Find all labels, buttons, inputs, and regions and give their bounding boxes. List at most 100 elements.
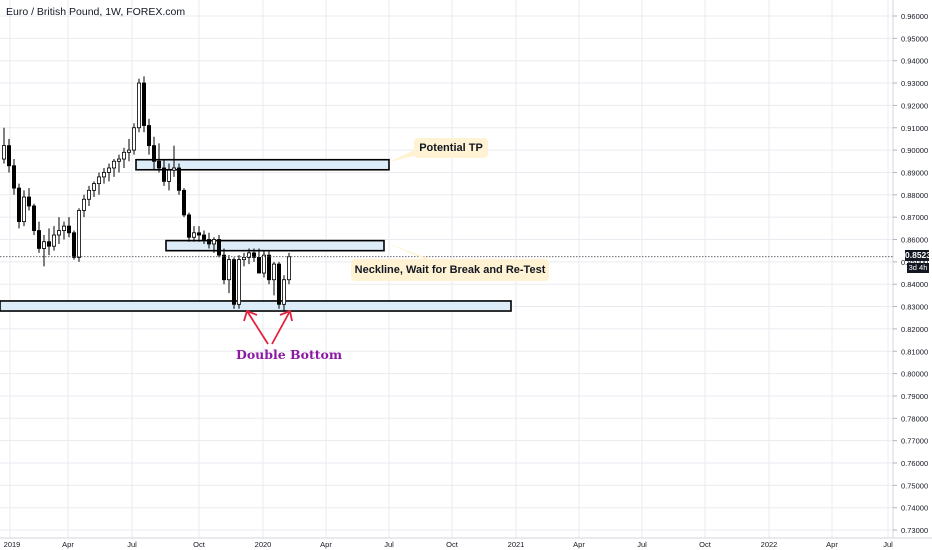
bullish-candle [261,250,266,278]
bullish-candle [246,248,251,265]
y-tick-label: 0.88000 [901,191,928,200]
candle-body [112,160,117,169]
bearish-candle [256,248,261,274]
candle-body [241,256,246,261]
candle-body [87,189,92,200]
time-axis[interactable]: 2019 Apr Jul Oct 2020 Apr Jul Oct 2021 Apr Jul Oct 2… [0,537,932,549]
bearish-candle [72,230,77,260]
bearish-candle [11,159,16,195]
y-tick-label: 0.78000 [901,414,928,423]
potential-tp-zone [135,158,390,171]
y-tick-label: 0.77000 [901,437,928,446]
right-arrow-shaft [271,310,291,345]
bearish-candle [146,118,151,155]
candle-body [21,196,26,223]
y-tick-label: 0.81000 [901,347,928,356]
candle-body [176,167,181,191]
candle-body [7,145,12,167]
candle-body [271,263,276,281]
bearish-candle [216,235,221,258]
candle-body [92,183,97,191]
zones-layer [0,158,512,312]
candle-body [161,167,166,182]
candle-body [266,254,271,281]
x-tick-label: 2022 [761,540,778,549]
y-tick-label: 0.85000 [901,258,928,267]
candle-body [236,259,241,305]
bearish-candle [37,221,42,253]
bullish-candle [271,261,276,296]
y-tick-label: 0.79000 [901,392,928,401]
bullish-candle [21,190,26,227]
candle-body [156,160,161,169]
candle-body [211,239,216,245]
candle-body [201,234,206,240]
bullish-candle [171,145,176,177]
candle-body [2,145,7,160]
candle-body [107,167,112,173]
candle-body [216,239,221,256]
y-tick-label: 0.91000 [901,124,928,133]
bullish-candle [131,123,136,155]
price-axis[interactable]: 0.96000 0.95000 0.94000 0.93000 0.92000 0.910… [892,0,928,538]
bearish-candle [7,138,12,173]
candle-body [221,254,226,281]
bullish-candle [226,255,231,294]
y-tick-label: 0.80000 [901,370,928,379]
potential-tp-callout[interactable]: Potential TP [414,138,488,158]
candle-body [11,165,16,189]
bearish-candle [67,217,72,238]
bullish-candle [281,275,286,312]
bullish-candle [52,226,57,251]
candle-body [186,214,191,238]
y-tick-label: 0.95000 [901,34,928,43]
bullish-candle [112,159,117,177]
x-tick-label: Apr [62,540,74,549]
bearish-candle [206,232,211,249]
candle-body [231,259,236,305]
candle-body [82,198,87,211]
candle-body [72,232,77,258]
bullish-candle [57,217,62,244]
candle-body [37,230,42,249]
x-tick-label: Jul [384,540,394,549]
x-tick-label: Apr [320,540,332,549]
y-tick-label: 0.87000 [901,213,928,222]
candle-body [32,205,37,231]
y-tick-label: 0.73000 [901,526,928,535]
candle-body [226,259,231,281]
bullish-candle [87,185,92,206]
bar-countdown-label: 3d 4h [907,263,929,273]
bearish-candle [47,228,52,256]
candle-body [131,127,136,151]
bullish-candle [136,78,141,133]
neckline-callout[interactable]: Neckline, Wait for Break and Re-Test [351,259,549,281]
bearish-candle [196,226,201,242]
bearish-candle [161,159,166,186]
candle-body [67,225,72,234]
candle-body [246,252,251,258]
bullish-candle [211,237,216,253]
bullish-candle [97,172,102,195]
y-tick-label: 0.83000 [901,303,928,312]
x-tick-label: Jul [637,540,647,549]
candle-body [256,256,261,274]
bearish-candle [16,183,21,229]
y-tick-label: 0.94000 [901,57,928,66]
candle-body [52,234,57,247]
bearish-candle [276,261,281,309]
candle-body [151,145,156,162]
candle-body [281,279,286,305]
y-tick-label: 0.92000 [901,101,928,110]
bearish-candle [176,163,181,195]
candle-body [261,254,266,274]
candle-body [122,151,127,160]
candle-body [276,263,281,305]
bearish-candle [251,248,256,262]
candle-body [117,158,122,162]
candle-body [191,232,196,238]
y-tick-label: 0.75000 [901,481,928,490]
x-tick-label: 2020 [255,540,272,549]
bearish-candle [141,76,146,133]
